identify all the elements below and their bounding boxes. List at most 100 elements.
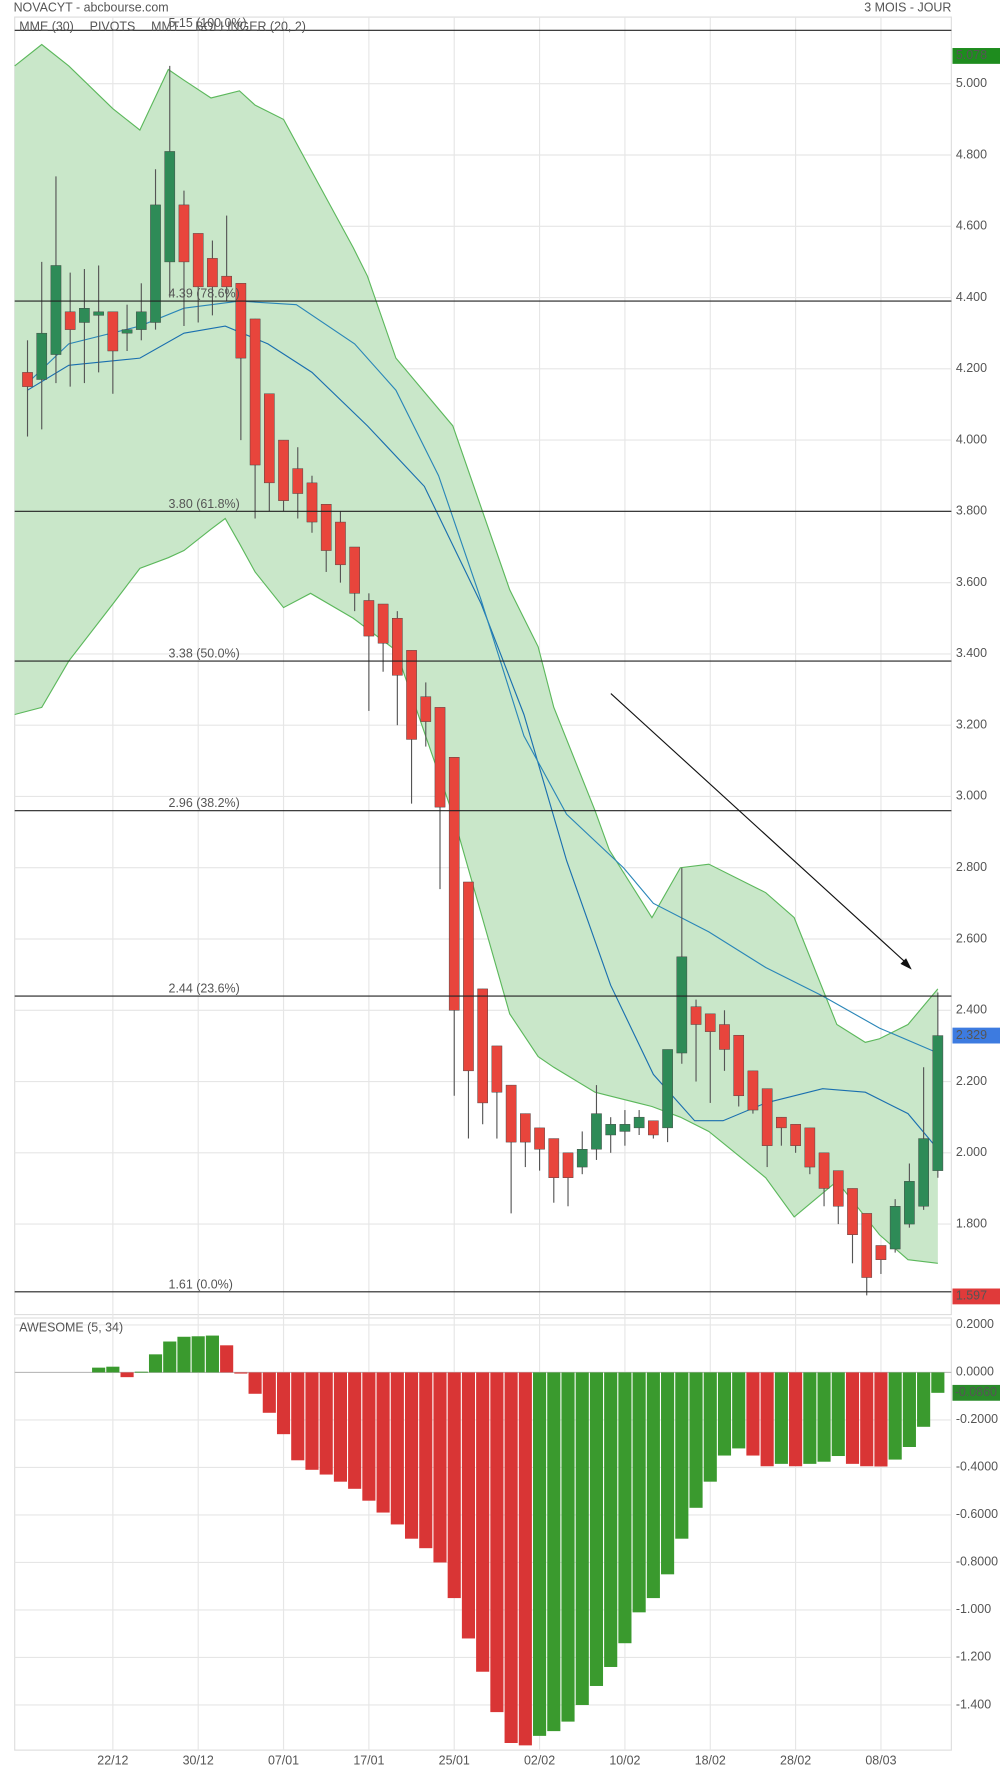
- trend-arrow: [610, 693, 908, 965]
- x-tick-label: 30/12: [183, 1754, 214, 1768]
- osc-bar: [561, 1372, 575, 1722]
- candle-body: [534, 1127, 545, 1150]
- y-tick-label: 3.600: [956, 575, 987, 589]
- legend-entry: MME (30): [19, 20, 74, 34]
- y-tick-label: -1.000: [956, 1602, 991, 1616]
- candle-body: [847, 1188, 858, 1236]
- osc-bar: [746, 1372, 760, 1456]
- osc-bar: [291, 1372, 305, 1461]
- candle-body: [320, 504, 332, 551]
- pivot-label: 2.44 (23.6%): [169, 982, 240, 996]
- osc-bar: [789, 1372, 803, 1467]
- candle-body: [263, 393, 275, 484]
- candle-body: [64, 311, 76, 330]
- osc-bar: [803, 1372, 817, 1464]
- osc-bar: [646, 1372, 660, 1599]
- osc-bar: [490, 1372, 504, 1713]
- osc-bar: [163, 1341, 177, 1373]
- candle-body: [633, 1116, 645, 1129]
- pivot-label: 3.38 (50.0%): [169, 647, 240, 661]
- osc-bar: [305, 1372, 319, 1470]
- candle-body: [192, 233, 204, 288]
- y-tick-label: 1.800: [956, 1216, 987, 1230]
- x-tick-label: 28/02: [780, 1754, 811, 1768]
- osc-bar: [362, 1372, 376, 1501]
- price-badge: [952, 48, 1000, 64]
- osc-bar: [177, 1336, 191, 1373]
- osc-bar: [191, 1336, 205, 1373]
- candle-body: [875, 1245, 887, 1260]
- osc-bar: [618, 1372, 632, 1644]
- y-tick-label: -0.8000: [956, 1555, 998, 1569]
- osc-bar: [348, 1372, 362, 1489]
- osc-bar: [661, 1372, 675, 1575]
- y-tick-label: 2.400: [956, 1003, 987, 1017]
- osc-badge: [952, 1384, 1000, 1401]
- osc-bar: [917, 1372, 931, 1427]
- pivot-label: 3.80 (61.8%): [169, 497, 240, 511]
- candle-body: [107, 311, 119, 352]
- layers: 1.800 2.000 2.200 2.400 2.600 2.800 3.000 3.200…: [14, 16, 1000, 1768]
- y-tick-label: 3.800: [956, 504, 987, 518]
- x-tick-label: 18/02: [695, 1754, 726, 1768]
- candle-body: [377, 603, 389, 644]
- legend-entry: BOLLINGER (20, 2): [195, 20, 306, 34]
- candle-body: [776, 1116, 787, 1129]
- osc-bar: [931, 1372, 945, 1393]
- candle-body: [733, 1034, 745, 1097]
- candle-body: [605, 1124, 617, 1136]
- y-tick-label: -1.200: [956, 1650, 991, 1664]
- candle-body: [932, 1035, 944, 1171]
- candle-body: [420, 696, 432, 722]
- osc-bar: [547, 1372, 561, 1732]
- candle-body: [150, 204, 161, 323]
- x-tick-label: 17/01: [353, 1754, 384, 1768]
- candle-body: [861, 1213, 873, 1278]
- candle-body: [662, 1049, 673, 1129]
- candle-body: [50, 265, 62, 355]
- osc-bar: [504, 1372, 518, 1743]
- candle-body: [889, 1206, 901, 1250]
- osc-bar: [433, 1372, 447, 1563]
- osc-bar: [419, 1372, 433, 1549]
- osc-bar: [518, 1372, 532, 1746]
- legend-entry: MMT: [151, 20, 180, 34]
- candle-body: [349, 546, 360, 594]
- candle-body: [562, 1152, 574, 1178]
- y-tick-label: 3.000: [956, 789, 987, 803]
- osc-bar: [220, 1345, 234, 1373]
- candle-body: [505, 1084, 517, 1143]
- candle-body: [520, 1113, 531, 1143]
- overlay: 1.800 2.000 2.200 2.400 2.600 2.800 3.000 3.200…: [14, 16, 1000, 1768]
- header-left: NOVACYT - abcbourse.com: [14, 0, 169, 14]
- candle-body: [761, 1088, 773, 1146]
- candle-body: [249, 318, 261, 466]
- pivot-label: 2.96 (38.2%): [169, 796, 240, 810]
- osc-bar: [333, 1372, 347, 1482]
- y-tick-label: 2.600: [956, 931, 987, 945]
- candle-body: [93, 311, 104, 316]
- osc-bar: [404, 1372, 419, 1539]
- osc-bar: [874, 1372, 888, 1467]
- candle-body: [36, 332, 48, 380]
- osc-bar: [575, 1372, 589, 1705]
- candle-body: [278, 439, 289, 501]
- candle-body: [576, 1149, 588, 1168]
- candle-body: [448, 757, 460, 1011]
- y-tick-label: 0.0000: [956, 1365, 994, 1379]
- osc-bar: [319, 1372, 333, 1475]
- osc-bar: [390, 1372, 404, 1525]
- candle-body: [392, 618, 403, 676]
- y-tick-label: 4.800: [956, 147, 987, 161]
- candle-body: [207, 258, 218, 288]
- y-tick-label: 4.600: [956, 219, 987, 233]
- candle-body: [164, 151, 176, 263]
- candle-body: [918, 1138, 929, 1207]
- candle-body: [335, 521, 346, 566]
- candle-body: [676, 956, 688, 1054]
- x-tick-label: 25/01: [439, 1754, 470, 1768]
- osc-bar: [703, 1372, 717, 1482]
- y-tick-label: -0.4000: [956, 1460, 998, 1474]
- osc-bar: [205, 1335, 219, 1373]
